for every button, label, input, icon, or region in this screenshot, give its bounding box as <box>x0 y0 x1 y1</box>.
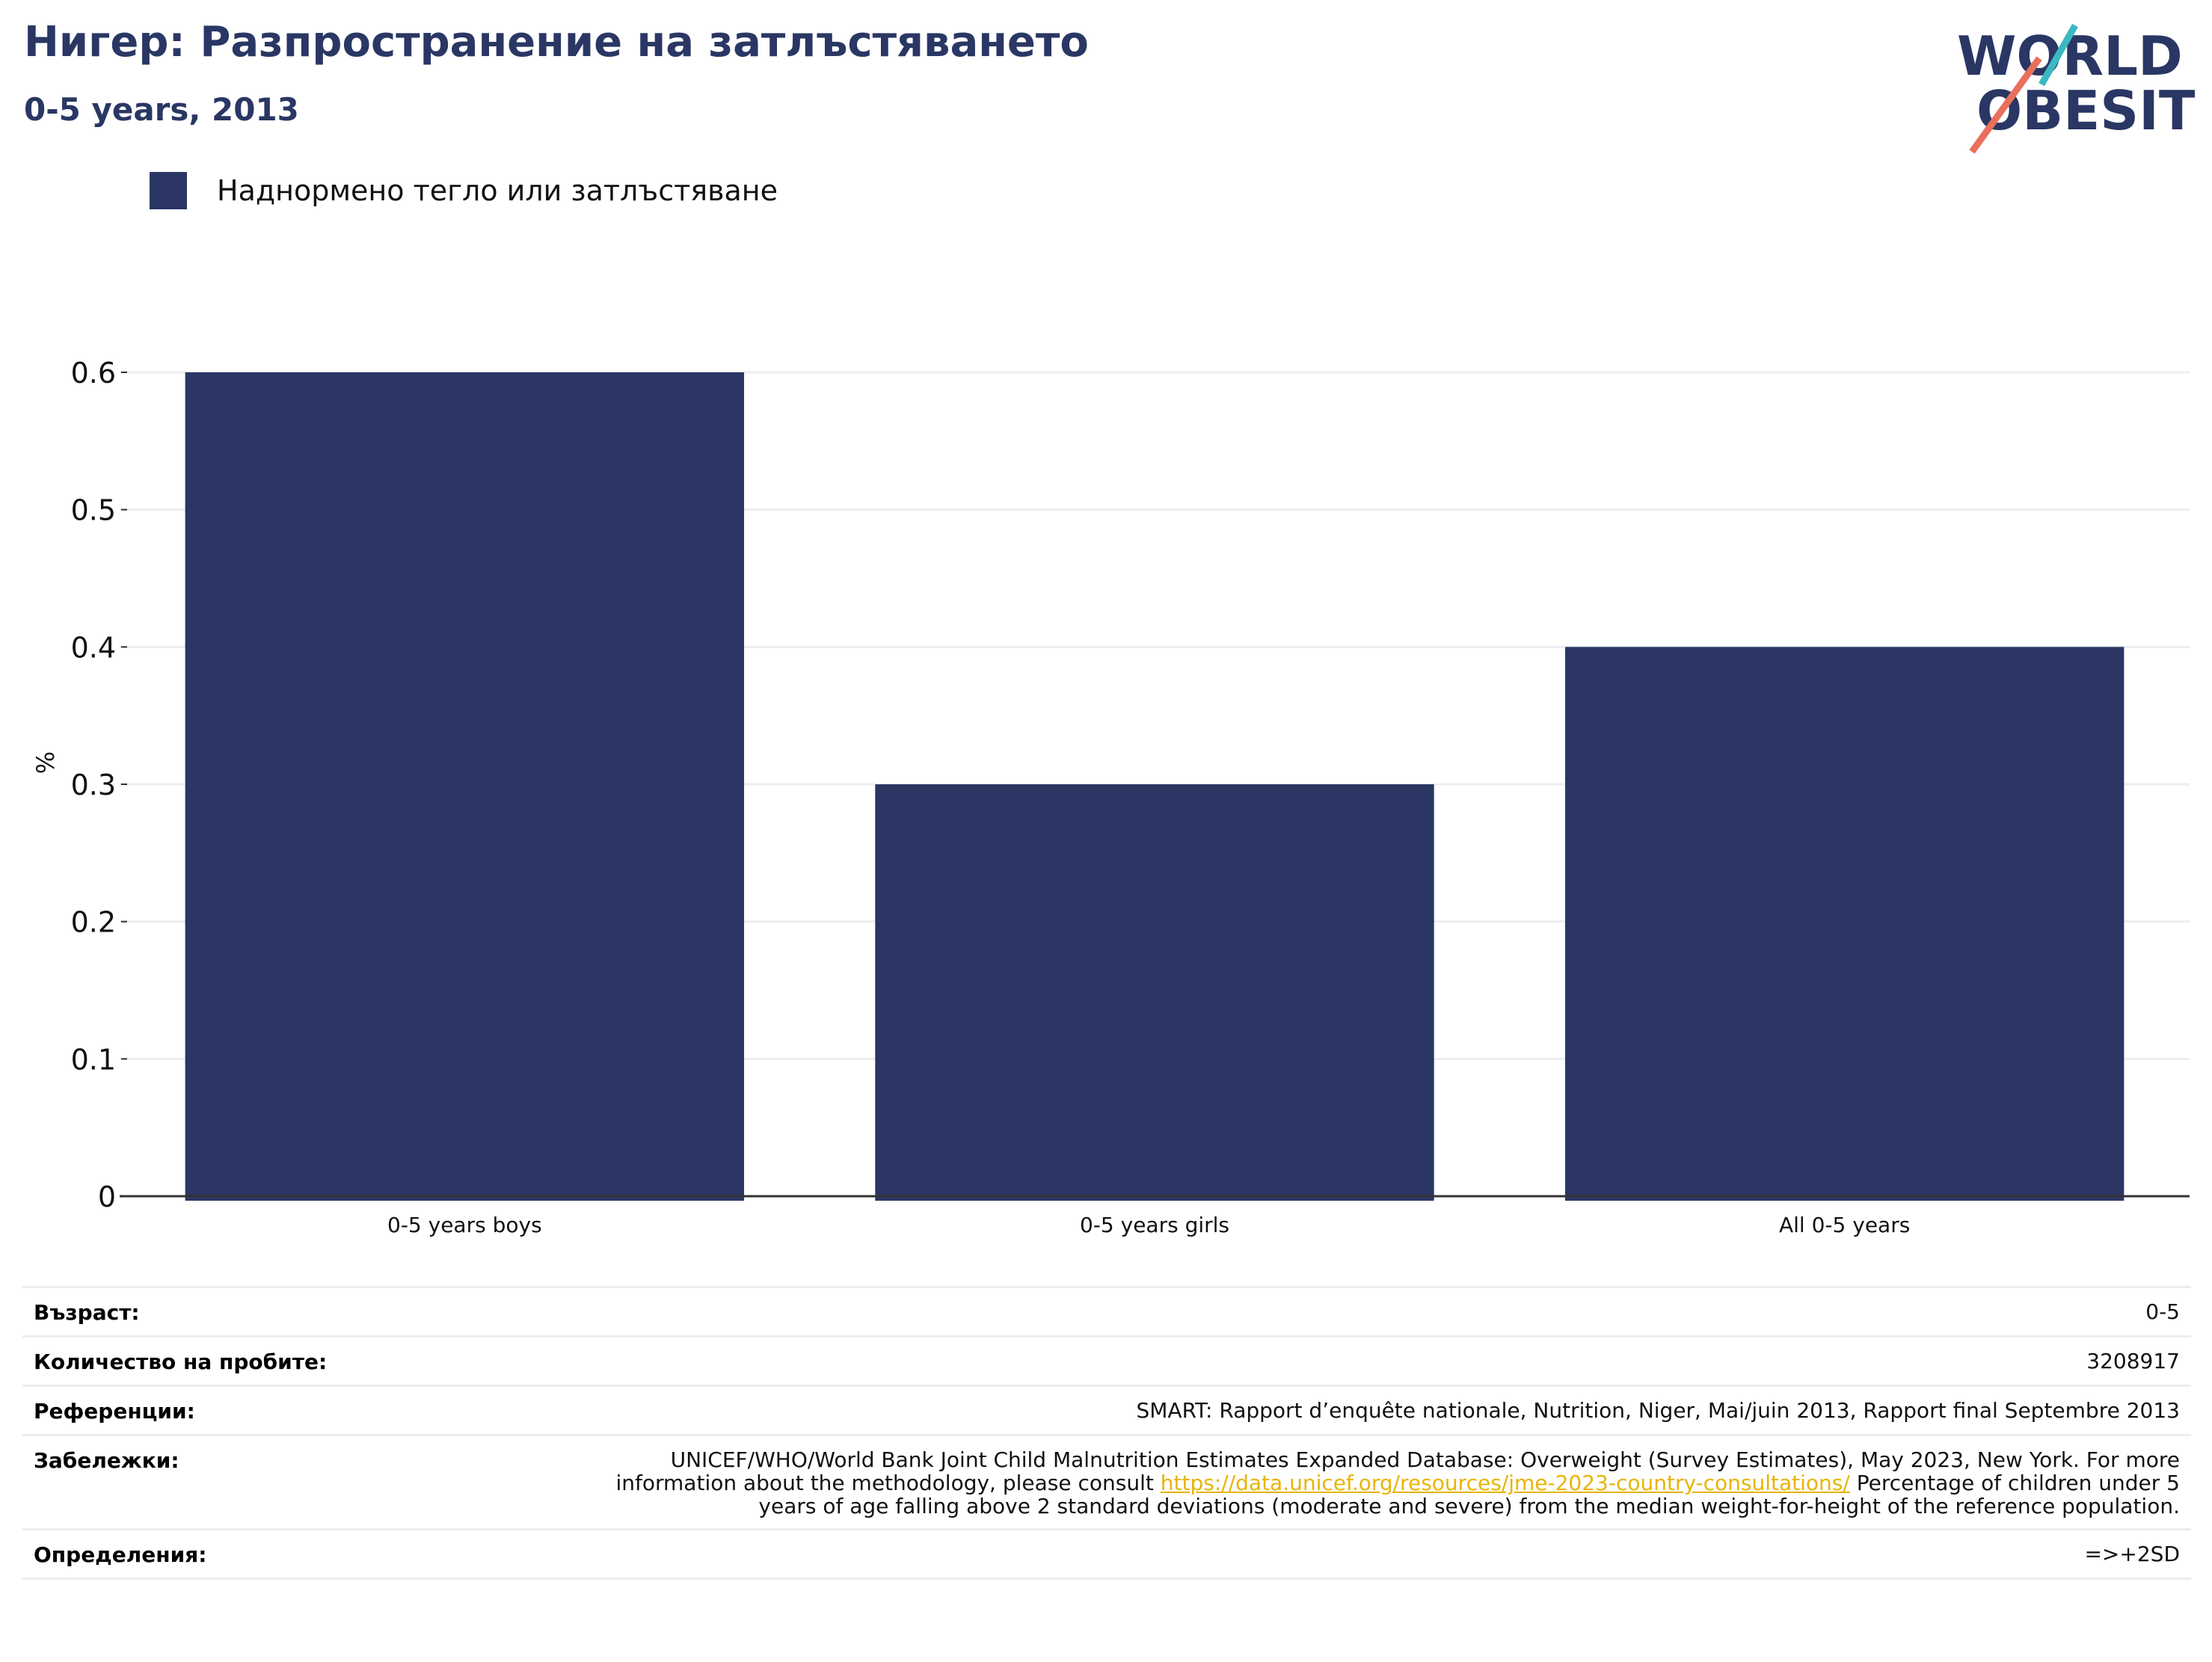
bar-chart: 0 0.1 0.2 0.3 0.4 0.5 0.6% 0-5 years boys 0-5 ye… <box>31 357 2190 1237</box>
notes-text-after: Percentage of children under 5 years of … <box>758 1471 2180 1518</box>
info-row-sample-size: Количество на пробите: 3208917 <box>22 1335 2191 1385</box>
y-tick-label: 0.4 <box>71 631 116 664</box>
notes-methodology-link[interactable]: https://data.unicef.org/resources/jme-20… <box>1160 1471 1850 1495</box>
info-value-sample-size: 3208917 <box>2086 1349 2180 1373</box>
legend-label: Наднормено тегло или затлъстяване <box>217 174 778 207</box>
y-tick-label: 0.1 <box>71 1043 116 1076</box>
info-value-age: 0-5 <box>2145 1299 2180 1324</box>
bar <box>875 784 1434 1201</box>
info-row-definitions: Определения: =>+2SD <box>22 1528 2191 1580</box>
info-table: Възраст: 0-5 Количество на пробите: 3208… <box>22 1286 2191 1580</box>
x-tick-label: 0-5 years girls <box>1080 1213 1229 1237</box>
y-axis-label: % <box>31 751 60 774</box>
info-label-age: Възраст: <box>34 1300 140 1325</box>
world-obesity-logo: WORLD OBESITY <box>1957 23 2195 154</box>
y-tick-label: 0.6 <box>71 357 116 390</box>
logo-slash-teal <box>2039 23 2078 87</box>
legend-swatch <box>150 172 187 209</box>
y-tick-label: 0.5 <box>71 494 116 527</box>
info-value-references: SMART: Rapport d’enquête nationale, Nutr… <box>1136 1398 2180 1423</box>
info-label-sample-size: Количество на пробите: <box>34 1349 328 1374</box>
info-value-notes: UNICEF/WHO/World Bank Joint Child Malnut… <box>609 1447 2181 1518</box>
y-tick-label: 0 <box>98 1181 116 1213</box>
info-row-age: Възраст: 0-5 <box>22 1286 2191 1335</box>
y-tick-label: 0.2 <box>71 906 116 939</box>
info-row-notes: Забележки: UNICEF/WHO/World Bank Joint C… <box>22 1434 2191 1528</box>
bar <box>185 372 745 1201</box>
x-tick-label: All 0-5 years <box>1779 1213 1910 1237</box>
chart-subtitle: 0-5 years, 2013 <box>24 91 299 128</box>
bar <box>1564 647 2125 1201</box>
info-value-definitions: =>+2SD <box>2084 1542 2180 1566</box>
legend: Наднормено тегло или затлъстяване <box>150 172 778 209</box>
x-tick-label: 0-5 years boys <box>387 1213 542 1237</box>
y-tick-label: 0.3 <box>71 769 116 801</box>
info-label-notes: Забележки: <box>34 1448 179 1473</box>
logo-slash-coral <box>1969 56 2042 154</box>
info-label-references: Референции: <box>34 1399 195 1424</box>
info-row-references: Референции: SMART: Rapport d’enquête nat… <box>22 1385 2191 1434</box>
notes-text-before: UNICEF/WHO/World Bank Joint Child Malnut… <box>615 1447 2181 1495</box>
info-label-definitions: Определения: <box>34 1542 207 1567</box>
chart-title: Нигер: Разпространение на затлъстяването <box>24 18 1089 67</box>
